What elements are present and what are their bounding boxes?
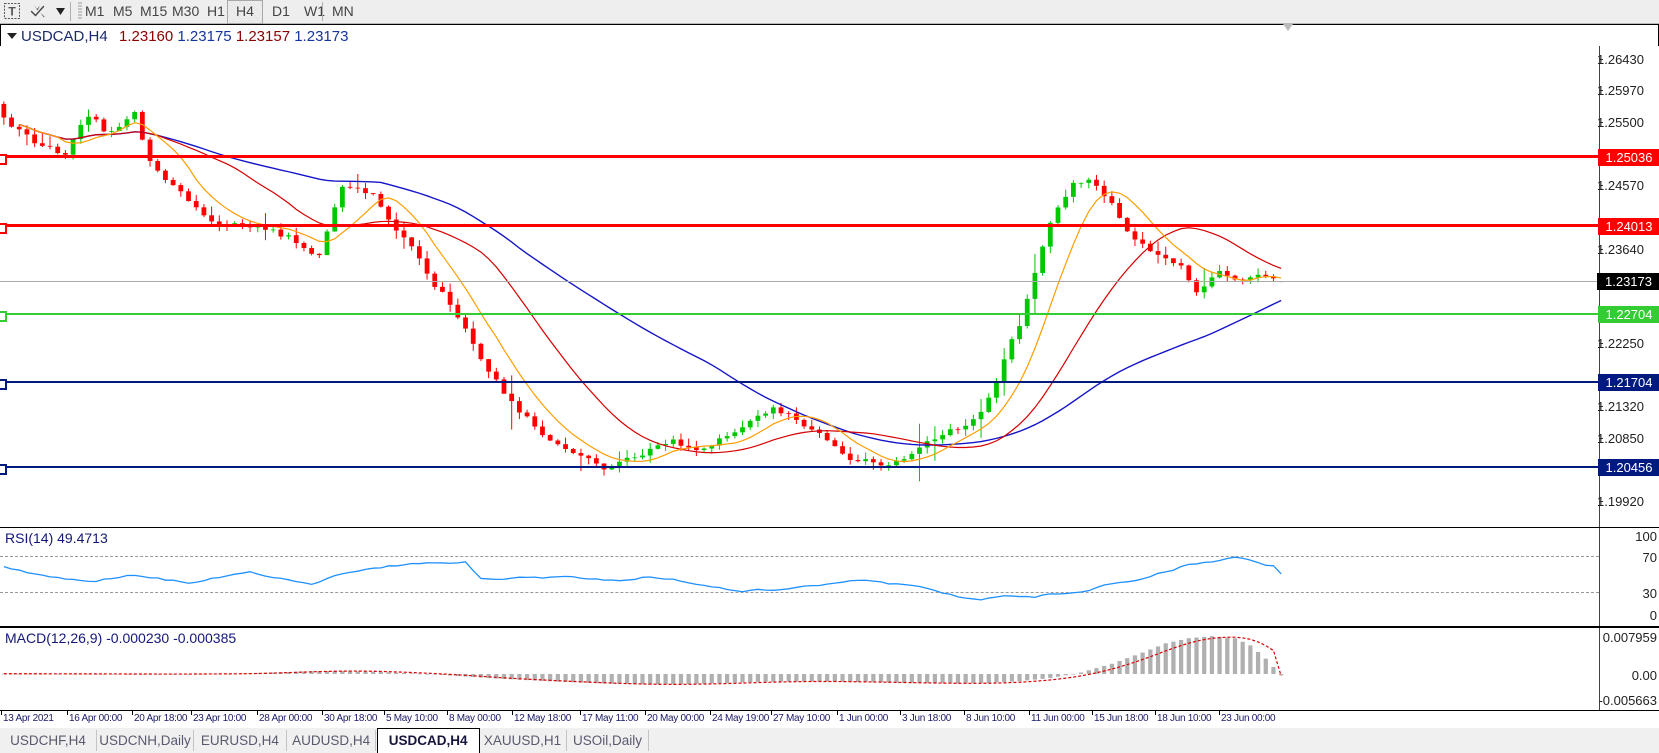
svg-text:T: T xyxy=(8,5,16,19)
